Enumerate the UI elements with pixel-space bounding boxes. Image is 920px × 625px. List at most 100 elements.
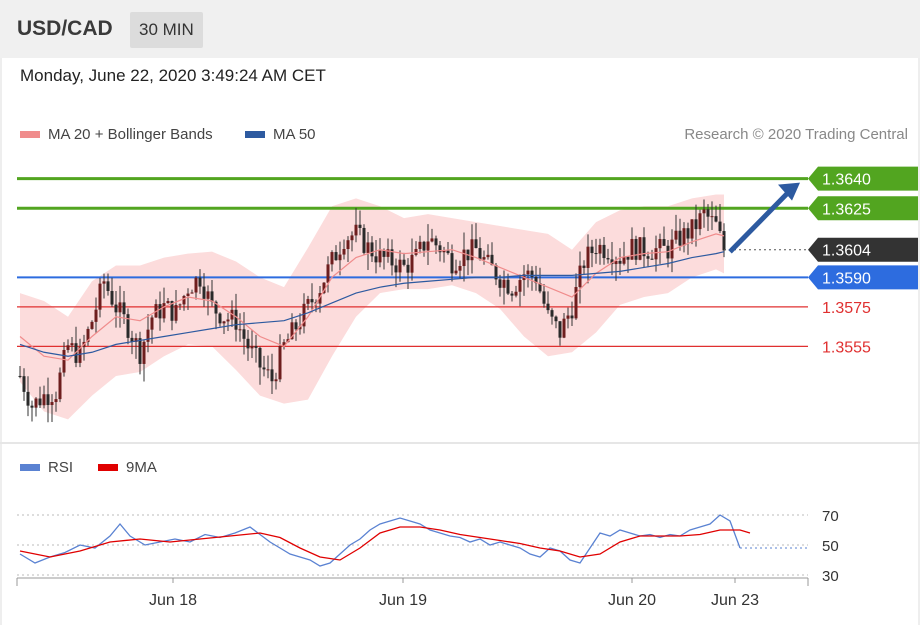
- legend-ma20: MA 20 + Bollinger Bands: [20, 126, 213, 143]
- candle-body: [282, 342, 286, 346]
- candle-body: [598, 244, 602, 254]
- candle-body: [302, 303, 306, 327]
- rsi-tick-label: 50: [822, 538, 839, 555]
- bollinger-band: [20, 194, 724, 420]
- legend-ma50-label: MA 50: [273, 126, 316, 143]
- candle-body: [610, 259, 614, 265]
- candle-body: [658, 239, 662, 249]
- candle-body: [430, 238, 434, 242]
- candle-body: [226, 319, 230, 322]
- candle-body: [690, 219, 694, 239]
- candle-body: [362, 227, 366, 253]
- level-label-1.3555: 1.3555: [822, 339, 871, 356]
- candle-body: [698, 213, 702, 230]
- candle-body: [478, 248, 482, 260]
- legend-ma20-label: MA 20 + Bollinger Bands: [48, 126, 213, 143]
- candle-body: [110, 290, 114, 305]
- candle-body: [410, 254, 414, 273]
- candle-body: [718, 221, 722, 232]
- candle-body: [374, 256, 378, 263]
- candle-body: [486, 254, 490, 258]
- candle-body: [30, 405, 34, 408]
- candle-body: [446, 250, 450, 254]
- level-label-1.3640: 1.3640: [822, 172, 871, 189]
- candle-body: [358, 224, 362, 228]
- candle-body: [662, 239, 666, 246]
- candle-body: [574, 287, 578, 319]
- rsi-swatch: [20, 464, 40, 471]
- candle-body: [558, 321, 562, 338]
- candle-body: [470, 239, 474, 261]
- candle-body: [402, 259, 406, 265]
- candle-body: [166, 301, 170, 304]
- candle-body: [570, 315, 574, 319]
- candle-body: [238, 329, 242, 331]
- candle-body: [234, 309, 238, 330]
- candle-body: [86, 328, 90, 342]
- candle-body: [210, 291, 214, 302]
- forecast-arrow-head: [778, 182, 800, 201]
- candle-body: [494, 265, 498, 280]
- candle-body: [242, 329, 246, 339]
- candle-body: [218, 313, 222, 324]
- candle-body: [182, 296, 186, 305]
- candle-body: [366, 242, 370, 253]
- ma20-swatch: [20, 131, 40, 138]
- candle-body: [42, 394, 46, 406]
- header-bar: USD/CAD 30 MIN: [0, 0, 920, 58]
- candle-body: [18, 375, 22, 377]
- candle-body: [714, 216, 718, 222]
- candle-body: [594, 253, 598, 255]
- x-tick-label: Jun 18: [149, 592, 197, 609]
- candle-body: [122, 302, 126, 315]
- candle-body: [38, 398, 42, 406]
- candle-body: [22, 376, 26, 392]
- candle-body: [510, 293, 514, 296]
- candle-body: [434, 238, 438, 246]
- legend-rsi: RSI: [20, 459, 73, 476]
- candle-body: [526, 270, 530, 275]
- candle-body: [426, 241, 430, 251]
- candle-body: [514, 291, 518, 296]
- candle-body: [614, 260, 618, 265]
- candle-body: [654, 248, 658, 260]
- level-tag-1.3590: [808, 265, 918, 290]
- candle-body: [134, 338, 138, 342]
- legend-9ma-label: 9MA: [126, 459, 157, 476]
- candle-body: [214, 301, 218, 314]
- panel-separator: [0, 442, 920, 444]
- candle-body: [674, 230, 678, 240]
- x-tick-label: Jun 20: [608, 592, 656, 609]
- candle-body: [274, 379, 278, 382]
- candle-body: [406, 264, 410, 273]
- candle-body: [26, 391, 30, 406]
- x-tick-label: Jun 23: [711, 592, 759, 609]
- candle-body: [530, 270, 534, 277]
- candle-body: [642, 237, 646, 257]
- candle-body: [150, 317, 154, 330]
- candle-body: [546, 303, 550, 311]
- timeframe-badge[interactable]: 30 MIN: [130, 12, 203, 48]
- candle-body: [634, 238, 638, 260]
- candle-body: [710, 216, 714, 218]
- candle-body: [442, 250, 446, 253]
- candle-body: [338, 254, 342, 261]
- legend-rsi-label: RSI: [48, 459, 74, 476]
- candle-body: [550, 310, 554, 317]
- candle-body: [706, 209, 710, 217]
- candle-body: [346, 240, 350, 250]
- candle-body: [318, 293, 322, 304]
- candle-body: [298, 326, 302, 330]
- candle-body: [586, 246, 590, 268]
- candle-body: [66, 345, 70, 350]
- candle-body: [258, 347, 262, 368]
- candle-body: [34, 398, 38, 408]
- candle-body: [622, 256, 626, 264]
- candle-body: [114, 304, 118, 313]
- candle-body: [202, 286, 206, 299]
- candle-body: [130, 337, 134, 342]
- candle-body: [702, 209, 706, 214]
- candle-body: [414, 248, 418, 255]
- candle-body: [126, 314, 130, 338]
- candle-body: [694, 219, 698, 230]
